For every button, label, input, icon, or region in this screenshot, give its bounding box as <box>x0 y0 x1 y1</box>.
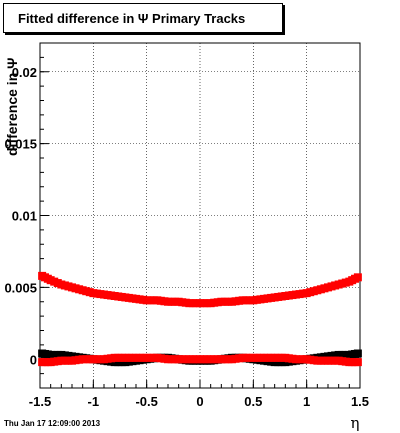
chart-title: Fitted difference in Ψ Primary Tracks <box>18 11 246 26</box>
x-tick-label: 0 <box>196 394 203 409</box>
x-tick-label: -1 <box>88 394 100 409</box>
x-axis-title: η <box>351 414 360 432</box>
data-point <box>353 358 362 367</box>
y-tick-label: 0.01 <box>12 209 37 224</box>
tick-labels: -1.5 -1 -0.5 0 0.5 1 1.5 0 0.005 0.01 0.015 0.02 <box>4 65 369 409</box>
x-tick-label: 0.5 <box>244 394 262 409</box>
data-point <box>353 349 362 358</box>
x-tick-label: 1.5 <box>351 394 369 409</box>
y-tick-label: 0.015 <box>4 137 37 152</box>
x-tick-label: -0.5 <box>135 394 157 409</box>
series-0 <box>38 271 362 308</box>
y-tick-label: 0.02 <box>12 65 37 80</box>
x-tick-label: 1 <box>303 394 310 409</box>
y-tick-label: 0 <box>30 352 37 367</box>
x-tick-label: -1.5 <box>29 394 51 409</box>
data-marks <box>38 271 362 367</box>
timestamp-footer: Thu Jan 17 12:09:00 2013 <box>4 419 101 428</box>
data-point <box>353 273 362 282</box>
title-box: Fitted difference in Ψ Primary Tracks <box>3 3 283 33</box>
y-tick-label: 0.005 <box>4 280 37 295</box>
series-2 <box>38 353 362 367</box>
